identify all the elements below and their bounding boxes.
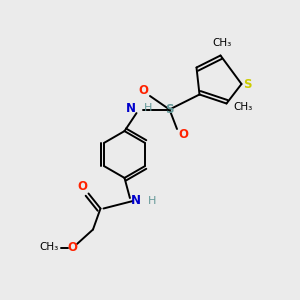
- Text: H: H: [143, 103, 152, 113]
- Text: N: N: [131, 194, 141, 208]
- Text: CH₃: CH₃: [233, 101, 253, 112]
- Text: N: N: [126, 101, 136, 115]
- Text: H: H: [148, 196, 157, 206]
- Text: O: O: [138, 84, 148, 97]
- Text: S: S: [243, 77, 251, 91]
- Text: O: O: [67, 241, 77, 254]
- Text: O: O: [178, 128, 189, 141]
- Text: CH₃: CH₃: [212, 38, 232, 48]
- Text: CH₃: CH₃: [40, 242, 59, 253]
- Text: S: S: [165, 103, 174, 116]
- Text: O: O: [77, 180, 87, 194]
